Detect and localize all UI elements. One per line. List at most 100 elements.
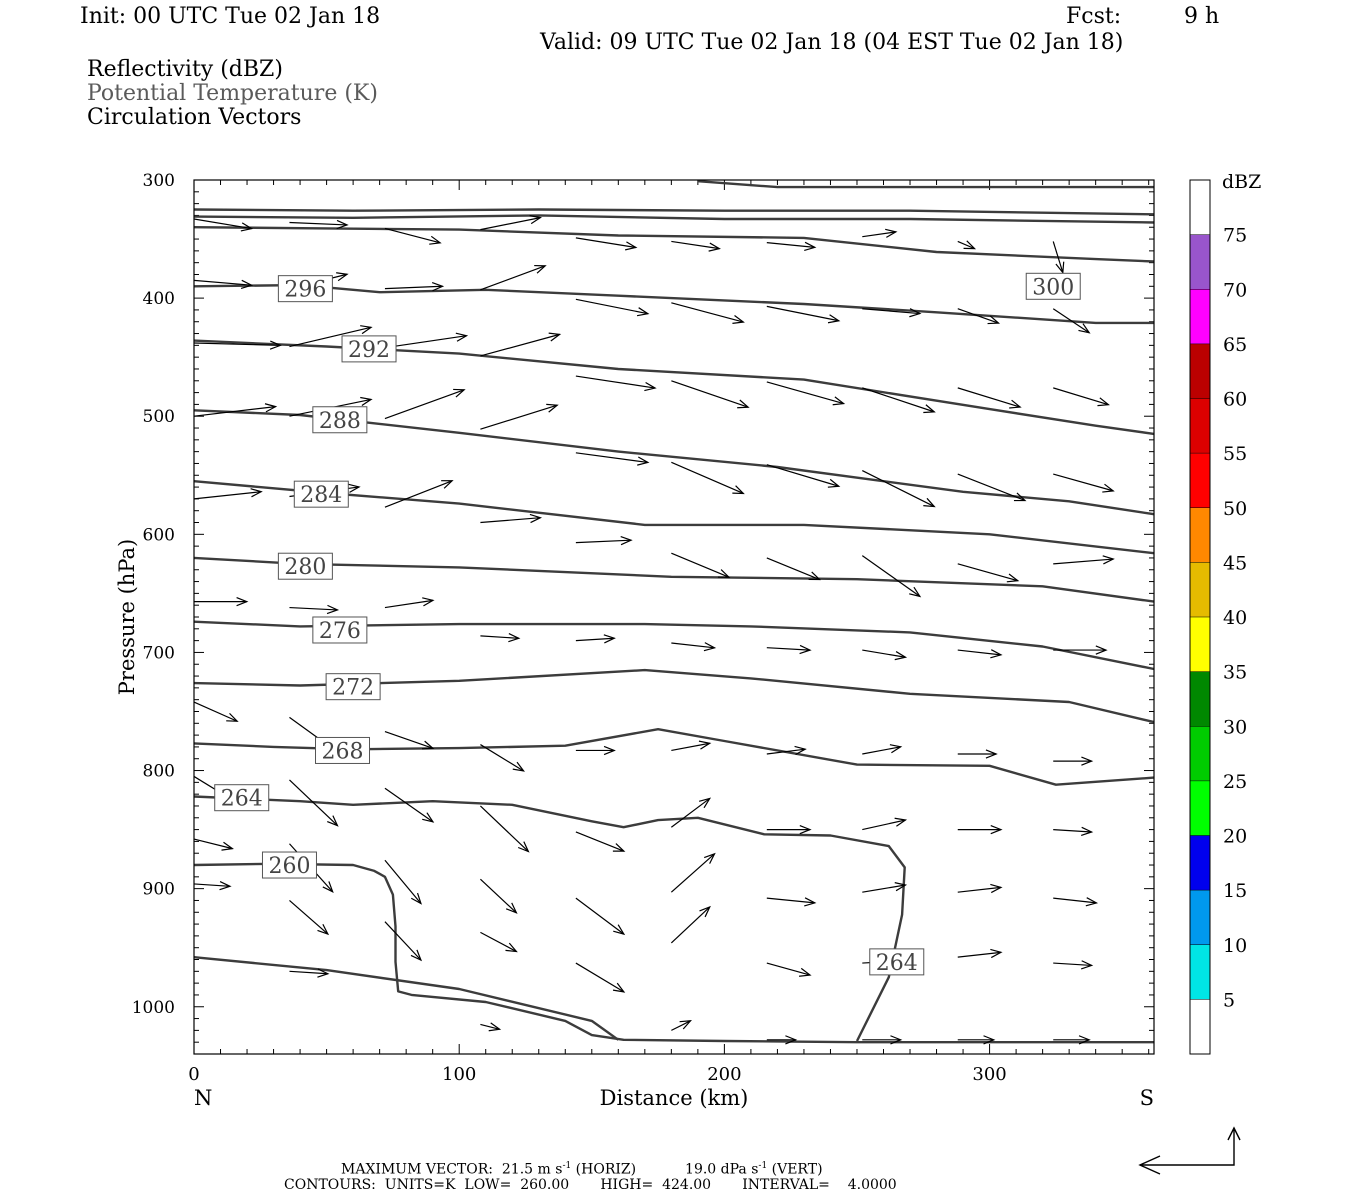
y-tick-label: 1000	[132, 998, 175, 1018]
south-label: S	[1140, 1086, 1154, 1110]
circulation-vector	[862, 308, 922, 318]
colorbar-level-label: 20	[1223, 826, 1247, 848]
circulation-vector	[1053, 897, 1099, 907]
contour-label-260: 260	[261, 851, 317, 879]
contour-label-264: 264	[214, 784, 270, 812]
y-tick-label: 700	[143, 643, 175, 663]
theta-contour-264	[193, 795, 906, 1042]
legend-circulation-vectors: Circulation Vectors	[87, 105, 302, 130]
circulation-vector	[1053, 555, 1115, 565]
svg-text:288: 288	[319, 409, 361, 434]
circulation-vector	[766, 644, 812, 655]
colorbar-band	[1190, 944, 1210, 1000]
colorbar-band	[1190, 726, 1210, 781]
colorbar-band	[1190, 180, 1210, 235]
circulation-vector	[193, 488, 263, 500]
y-tick-label: 600	[143, 525, 175, 545]
circulation-vector	[766, 557, 822, 581]
circulation-vector	[480, 513, 543, 524]
circulation-vector	[957, 563, 1020, 583]
circulation-vector	[480, 633, 521, 643]
circulation-vector	[862, 744, 903, 755]
contour-label-280: 280	[277, 552, 333, 580]
circulation-vector	[575, 831, 626, 852]
circulation-vector	[480, 332, 562, 357]
circulation-vector	[957, 883, 1003, 894]
colorbar: 5 10 15 20 25 30 35 40 45 50 55 60 65 70 75 dBZ	[1189, 171, 1261, 1055]
circulation-vector	[289, 219, 349, 230]
circulation-vector	[1053, 960, 1094, 970]
circulation-vector	[957, 749, 998, 759]
colorbar-level-label: 40	[1223, 607, 1247, 629]
circulation-vector	[957, 387, 1022, 409]
circulation-vector	[766, 745, 807, 756]
circulation-vector	[1053, 645, 1108, 655]
circulation-vector	[289, 779, 339, 827]
contour-label-264: 264	[869, 948, 925, 976]
x-tick-label: 100	[442, 1064, 476, 1085]
circulation-vector	[766, 241, 817, 252]
x-tick-label: 200	[707, 1064, 741, 1085]
svg-text:292: 292	[348, 338, 390, 363]
colorbar-level-label: 60	[1223, 389, 1247, 411]
svg-text:264: 264	[221, 787, 263, 812]
colorbar-band	[1190, 780, 1210, 836]
circulation-vector	[766, 305, 841, 324]
circulation-vector	[480, 264, 547, 291]
legend-reflectivity: Reflectivity (dBZ)	[87, 57, 283, 82]
circulation-vector	[384, 480, 454, 508]
theta-contours	[193, 180, 1155, 1044]
circulation-vector	[575, 375, 657, 392]
circulation-vector	[671, 380, 750, 409]
forecast-label: Fcst:	[1066, 4, 1122, 29]
circulation-vector	[957, 649, 1003, 659]
circulation-vector	[384, 921, 423, 962]
circulation-vector	[862, 470, 936, 508]
colorbar-level-label: 35	[1223, 662, 1247, 684]
colorbar-band	[1190, 289, 1210, 344]
circulation-vector	[479, 878, 518, 914]
colorbar-level-label: 75	[1223, 225, 1247, 247]
plot-frame	[193, 179, 1155, 1055]
circulation-vector	[671, 642, 717, 652]
legend-potential-temperature: Potential Temperature (K)	[87, 81, 378, 106]
colorbar-band	[1190, 562, 1210, 617]
theta-contour-280	[193, 556, 1155, 603]
circulation-vector	[670, 852, 716, 893]
circulation-vector	[480, 931, 518, 953]
valid-time: Valid: 09 UTC Tue 02 Jan 18 (04 EST Tue …	[540, 30, 1124, 55]
svg-text:268: 268	[322, 739, 364, 764]
y-tick-label: 900	[143, 880, 175, 900]
svg-text:284: 284	[300, 483, 342, 508]
circulation-vector	[1053, 826, 1094, 836]
colorbar-level-label: 10	[1223, 935, 1247, 957]
contour-label-276: 276	[312, 616, 368, 644]
y-axis-title: Pressure (hPa)	[115, 539, 139, 695]
circulation-vector	[862, 1035, 903, 1045]
circulation-vector	[1053, 387, 1110, 407]
contour-label-272: 272	[325, 673, 381, 701]
colorbar-band	[1190, 234, 1210, 290]
y-tick-label: 800	[143, 762, 175, 782]
axis-labels: 0 100 200 300 300 400 500 600 700 800 900 1000 Dista…	[115, 171, 1154, 1110]
circulation-vector	[1053, 756, 1094, 766]
circulation-vector	[671, 1020, 692, 1031]
circulation-vector	[479, 805, 530, 853]
circulation-vector	[384, 388, 466, 420]
circulation-vector	[575, 237, 638, 251]
circulation-vector	[671, 552, 731, 578]
colorbar-level-label: 5	[1223, 989, 1235, 1011]
svg-text:280: 280	[284, 555, 326, 580]
circulation-vector	[575, 962, 626, 993]
svg-text:260: 260	[268, 854, 310, 879]
circulation-vector	[1052, 241, 1065, 275]
contour-label-300: 300	[1025, 272, 1081, 300]
circulation-vector	[766, 824, 812, 835]
north-label: N	[194, 1086, 212, 1110]
svg-text:276: 276	[319, 619, 361, 644]
circulation-vector	[671, 461, 745, 495]
circulation-vector	[957, 240, 977, 250]
circulation-vector	[862, 882, 908, 893]
circulation-vector	[575, 452, 650, 466]
svg-text:272: 272	[332, 676, 374, 701]
